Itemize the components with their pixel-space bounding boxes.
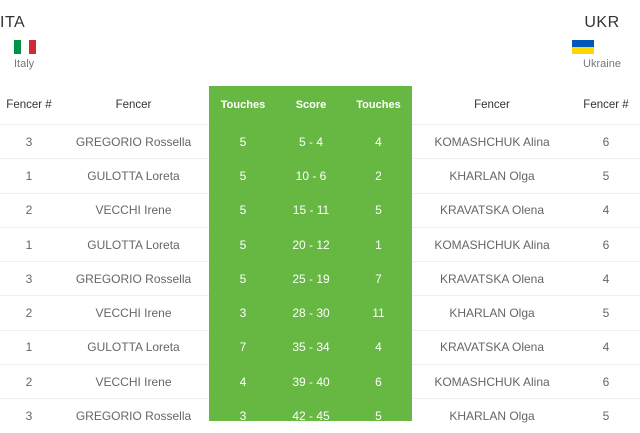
home-fencer-name: VECCHI Irene xyxy=(58,192,209,228)
home-team-country: Italy xyxy=(14,58,35,70)
home-fencer-number: 1 xyxy=(0,158,58,194)
home-fencer-name: GREGORIO Rossella xyxy=(58,261,209,296)
home-touches: 5 xyxy=(209,192,277,228)
table-row: 2 VECCHI Irene 4 39 - 40 6 KOMASHCHUK Alina 6 xyxy=(0,364,640,399)
away-fencer-name: KHARLAN Olga xyxy=(412,398,572,433)
away-touches: 5 xyxy=(345,192,412,228)
header-home-fencer-number: Fencer # xyxy=(6,99,52,111)
flag-stripe xyxy=(28,40,36,54)
away-fencer-name: KHARLAN Olga xyxy=(412,295,572,331)
home-touches: 5 xyxy=(209,158,277,194)
flag-stripe xyxy=(21,40,29,54)
away-touches: 11 xyxy=(345,295,412,331)
home-fencer-name: VECCHI Irene xyxy=(58,364,209,399)
away-fencer-name: KOMASHCHUK Alina xyxy=(412,123,572,159)
away-fencer-name: KOMASHCHUK Alina xyxy=(412,226,572,262)
away-fencer-number: 4 xyxy=(572,329,640,365)
table-row: 2 VECCHI Irene 5 15 - 11 5 KRAVATSKA Olena 4 xyxy=(0,192,640,228)
away-fencer-number: 5 xyxy=(572,398,640,433)
header-away-fencer-number: Fencer # xyxy=(583,99,629,111)
flag-stripe xyxy=(14,40,22,54)
header-home-touches: Touches xyxy=(220,99,266,111)
header-away-fencer: Fencer xyxy=(474,99,510,111)
away-touches: 7 xyxy=(345,261,412,296)
away-touches: 2 xyxy=(345,158,412,194)
home-fencer-name: GULOTTA Loreta xyxy=(58,226,209,262)
home-fencer-name: GULOTTA Loreta xyxy=(58,329,209,365)
table-row: 1 GULOTTA Loreta 5 10 - 6 2 KHARLAN Olga 5 xyxy=(0,158,640,194)
score: 5 - 4 xyxy=(277,123,345,159)
score: 28 - 30 xyxy=(277,295,345,331)
away-fencer-number: 5 xyxy=(572,295,640,331)
table-row: 1 GULOTTA Loreta 5 20 - 12 1 KOMASHCHUK Alina… xyxy=(0,226,640,262)
home-fencer-number: 2 xyxy=(0,192,58,228)
away-fencer-name: KRAVATSKA Olena xyxy=(412,261,572,296)
table-body: 3 GREGORIO Rossella 5 5 - 4 4 KOMASHCHUK Alin… xyxy=(0,123,640,433)
flag-stripe xyxy=(572,47,594,54)
table-row: 1 GULOTTA Loreta 7 35 - 34 4 KRAVATSKA Olena 4 xyxy=(0,329,640,365)
table-row: 3 GREGORIO Rossella 3 42 - 45 5 KHARLAN Olga 5 xyxy=(0,398,640,433)
away-fencer-number: 6 xyxy=(572,364,640,399)
away-fencer-number: 4 xyxy=(572,261,640,296)
home-fencer-name: GREGORIO Rossella xyxy=(58,123,209,159)
home-fencer-number: 1 xyxy=(0,226,58,262)
away-fencer-name: KRAVATSKA Olena xyxy=(412,192,572,228)
home-fencer-number: 3 xyxy=(0,398,58,433)
home-touches: 5 xyxy=(209,226,277,262)
away-fencer-number: 5 xyxy=(572,158,640,194)
home-fencer-number: 3 xyxy=(0,261,58,296)
away-team-country: Ukraine xyxy=(583,58,621,70)
table-row: 2 VECCHI Irene 3 28 - 30 11 KHARLAN Olga 5 xyxy=(0,295,640,331)
home-fencer-number: 3 xyxy=(0,123,58,159)
score: 42 - 45 xyxy=(277,398,345,433)
score: 25 - 19 xyxy=(277,261,345,296)
score: 10 - 6 xyxy=(277,158,345,194)
away-touches: 1 xyxy=(345,226,412,262)
home-fencer-number: 2 xyxy=(0,364,58,399)
home-touches: 7 xyxy=(209,329,277,365)
away-fencer-name: KOMASHCHUK Alina xyxy=(412,364,572,399)
home-fencer-name: GREGORIO Rossella xyxy=(58,398,209,433)
away-touches: 6 xyxy=(345,364,412,399)
score: 39 - 40 xyxy=(277,364,345,399)
header-score: Score xyxy=(295,99,327,111)
header-home-fencer: Fencer xyxy=(115,99,152,111)
home-fencer-name: GULOTTA Loreta xyxy=(58,158,209,194)
table-row: 3 GREGORIO Rossella 5 5 - 4 4 KOMASHCHUK Alin… xyxy=(0,123,640,159)
home-team: ITA Italy xyxy=(0,14,36,70)
home-touches: 3 xyxy=(209,295,277,331)
home-touches: 4 xyxy=(209,364,277,399)
home-fencer-name: VECCHI Irene xyxy=(58,295,209,331)
bout-table: Fencer # Fencer Touches Score Touches Fe… xyxy=(0,86,640,433)
away-fencer-name: KRAVATSKA Olena xyxy=(412,329,572,365)
italy-flag-icon xyxy=(14,40,36,54)
away-fencer-name: KHARLAN Olga xyxy=(412,158,572,194)
away-team-code: UKR xyxy=(584,14,620,31)
table-row: 3 GREGORIO Rossella 5 25 - 19 7 KRAVATSKA Ole… xyxy=(0,261,640,296)
ukraine-flag-icon xyxy=(572,40,594,54)
home-touches: 3 xyxy=(209,398,277,433)
score: 35 - 34 xyxy=(277,329,345,365)
away-team: UKR Ukraine xyxy=(572,14,632,70)
home-fencer-number: 1 xyxy=(0,329,58,365)
home-touches: 5 xyxy=(209,261,277,296)
table-header-row: Fencer # Fencer Touches Score Touches Fe… xyxy=(0,86,640,125)
away-fencer-number: 6 xyxy=(572,123,640,159)
away-fencer-number: 6 xyxy=(572,226,640,262)
away-fencer-number: 4 xyxy=(572,192,640,228)
away-touches: 5 xyxy=(345,398,412,433)
home-touches: 5 xyxy=(209,123,277,159)
score: 15 - 11 xyxy=(277,192,345,228)
away-touches: 4 xyxy=(345,329,412,365)
home-team-code: ITA xyxy=(0,14,26,31)
home-fencer-number: 2 xyxy=(0,295,58,331)
flag-stripe xyxy=(572,40,594,47)
score: 20 - 12 xyxy=(277,226,345,262)
header-away-touches: Touches xyxy=(356,99,401,111)
away-touches: 4 xyxy=(345,123,412,159)
